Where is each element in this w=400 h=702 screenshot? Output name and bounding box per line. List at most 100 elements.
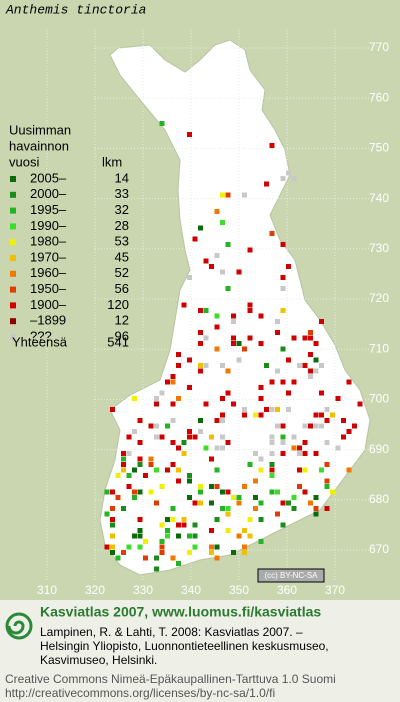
- license-line: Creative Commons Nimeä-Epäkaupallinen-Ta…: [5, 672, 336, 686]
- observation-square: [286, 264, 291, 269]
- observation-square: [280, 440, 286, 445]
- observation-square: [291, 445, 297, 451]
- observation-square: [280, 379, 286, 385]
- observation-square: [258, 456, 264, 462]
- observation-square: [198, 429, 203, 434]
- observation-square: [137, 440, 143, 445]
- observation-square: [165, 533, 170, 539]
- observation-square: [247, 247, 253, 253]
- observation-square: [242, 346, 247, 352]
- observation-square: [198, 489, 203, 495]
- observation-square: [231, 495, 236, 500]
- observation-square: [181, 451, 187, 456]
- observation-square: [187, 478, 192, 484]
- observation-square: [313, 357, 319, 363]
- observation-square: [280, 346, 286, 352]
- observation-square: [121, 550, 126, 555]
- observation-square: [198, 308, 203, 313]
- citation-line: Lampinen, R. & Lahti, T. 2008: Kasviatla…: [40, 625, 303, 639]
- observation-square: [214, 324, 220, 330]
- observation-square: [280, 500, 286, 506]
- observation-square: [148, 489, 154, 495]
- observation-square: [192, 434, 198, 440]
- citation-line: Kasvimuseo, Helsinki.: [40, 653, 157, 667]
- observation-square: [176, 445, 181, 451]
- observation-square: [313, 511, 319, 517]
- observation-square: [187, 357, 192, 363]
- observation-square: [181, 440, 187, 445]
- observation-square: [269, 434, 275, 440]
- observation-square: [319, 467, 324, 473]
- legend-label: 1995–: [30, 202, 67, 217]
- observation-square: [313, 451, 319, 456]
- observation-square: [187, 550, 192, 555]
- observation-square: [154, 467, 159, 473]
- observation-square: [203, 258, 209, 264]
- observation-square: [176, 363, 181, 368]
- observation-square: [126, 451, 132, 456]
- citation-line: Helsingin Yliopisto, Luonnontieteellinen…: [40, 639, 329, 653]
- observation-square: [258, 412, 264, 418]
- observation-square: [214, 209, 220, 214]
- observation-square: [170, 401, 176, 407]
- observation-square: [247, 335, 253, 341]
- x-tick-label: 370: [325, 583, 345, 597]
- observation-square: [291, 335, 297, 341]
- observation-square: [220, 269, 225, 275]
- legend-heading: vuosi: [9, 154, 39, 169]
- observation-square: [308, 500, 313, 506]
- observation-square: [137, 517, 143, 522]
- legend-count: 56: [115, 281, 129, 296]
- observation-square: [352, 423, 357, 429]
- observation-square: [357, 401, 363, 407]
- observation-square: [253, 506, 258, 511]
- observation-square: [137, 456, 143, 462]
- observation-square: [242, 528, 247, 533]
- observation-square: [297, 445, 302, 451]
- observation-square: [154, 401, 159, 407]
- observation-square: [198, 363, 203, 368]
- observation-square: [176, 467, 181, 473]
- badge-text: (cc) BY-NC-SA: [264, 571, 318, 580]
- observation-square: [209, 434, 214, 440]
- observation-square: [110, 522, 115, 528]
- observation-square: [280, 522, 286, 528]
- observation-square: [286, 390, 291, 396]
- y-tick-label: 750: [369, 141, 389, 155]
- observation-square: [121, 467, 126, 473]
- observation-square: [220, 506, 225, 511]
- observation-square: [269, 473, 275, 478]
- legend-label: 1950–: [30, 281, 67, 296]
- legend-count-heading: lkm: [102, 154, 122, 169]
- y-tick-label: 770: [369, 40, 389, 54]
- observation-square: [209, 500, 214, 506]
- observation-square: [269, 231, 275, 236]
- observation-square: [220, 396, 225, 401]
- observation-square: [297, 467, 302, 473]
- observation-square: [297, 363, 302, 368]
- observation-square: [110, 407, 115, 412]
- observation-square: [110, 506, 115, 511]
- observation-square: [242, 544, 247, 550]
- observation-square: [253, 451, 258, 456]
- legend-swatch: [10, 286, 16, 293]
- logo: [5, 612, 33, 640]
- observation-square: [280, 286, 286, 291]
- legend-heading: havainnon: [9, 138, 69, 153]
- observation-square: [258, 500, 264, 506]
- legend-swatch: [10, 334, 16, 340]
- observation-square: [187, 434, 192, 440]
- legend-count: 28: [115, 218, 129, 233]
- legend-heading: Uusimman: [9, 122, 71, 137]
- observation-square: [176, 396, 181, 401]
- observation-square: [275, 489, 280, 495]
- legend-label: 1960–: [30, 265, 67, 280]
- legend-count: 120: [107, 297, 129, 312]
- observation-square: [324, 484, 330, 489]
- observation-square: [302, 363, 308, 368]
- legend-swatch: [10, 318, 16, 325]
- observation-square: [154, 555, 159, 561]
- legend-label: 1970–: [30, 249, 67, 264]
- observation-square: [214, 346, 220, 352]
- observation-square: [198, 341, 203, 346]
